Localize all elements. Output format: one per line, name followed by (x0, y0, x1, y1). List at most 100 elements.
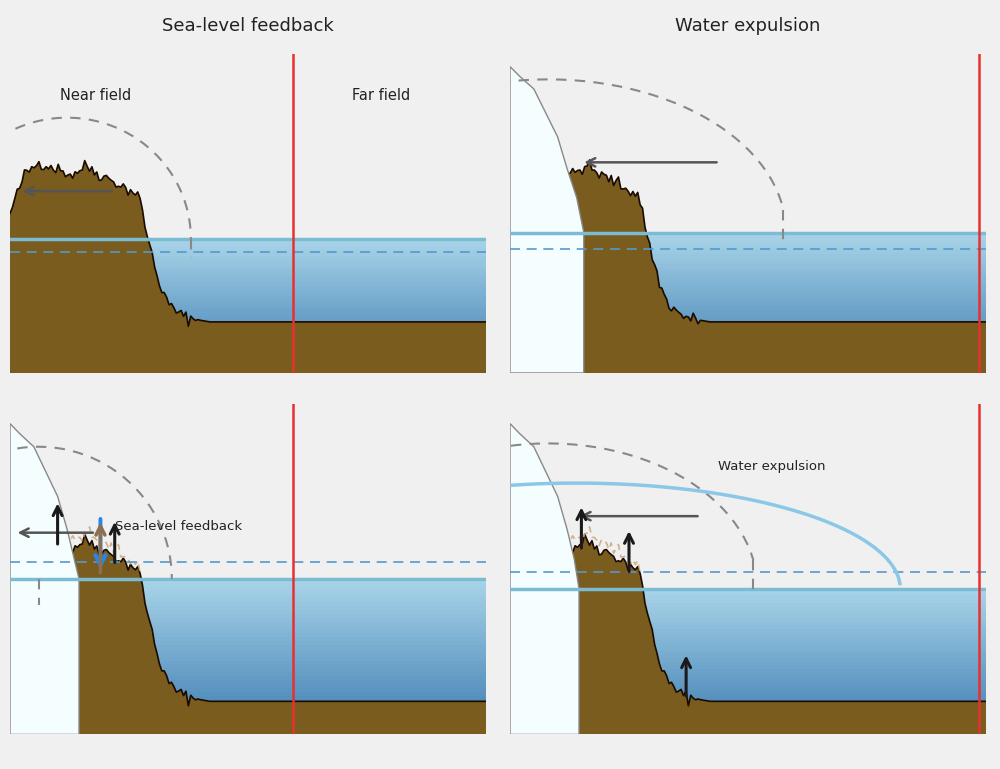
Polygon shape (510, 724, 986, 727)
Polygon shape (10, 630, 486, 634)
Polygon shape (10, 259, 486, 262)
Text: Near field: Near field (60, 88, 131, 103)
Polygon shape (10, 711, 486, 715)
Polygon shape (10, 356, 486, 360)
Polygon shape (10, 583, 486, 587)
Polygon shape (510, 240, 986, 243)
Polygon shape (10, 249, 486, 252)
Polygon shape (510, 661, 986, 665)
Polygon shape (10, 723, 486, 727)
Polygon shape (10, 691, 486, 695)
Polygon shape (510, 321, 986, 324)
Polygon shape (10, 296, 486, 299)
Polygon shape (510, 348, 986, 352)
Polygon shape (510, 647, 986, 651)
Polygon shape (10, 309, 486, 313)
Polygon shape (10, 618, 486, 621)
Polygon shape (510, 275, 986, 278)
Polygon shape (510, 713, 986, 716)
Polygon shape (10, 353, 486, 356)
Polygon shape (510, 629, 986, 633)
Polygon shape (510, 654, 986, 658)
Polygon shape (10, 534, 486, 734)
Polygon shape (10, 360, 486, 363)
Polygon shape (510, 705, 986, 709)
Polygon shape (510, 278, 986, 281)
Polygon shape (10, 262, 486, 266)
Polygon shape (510, 292, 986, 296)
Polygon shape (510, 341, 986, 345)
Polygon shape (10, 614, 486, 618)
Polygon shape (10, 579, 486, 583)
Polygon shape (10, 161, 486, 373)
Polygon shape (510, 687, 986, 691)
Polygon shape (10, 719, 486, 723)
Polygon shape (510, 669, 986, 673)
Polygon shape (10, 343, 486, 346)
Polygon shape (10, 610, 486, 614)
Polygon shape (510, 254, 986, 257)
Polygon shape (510, 335, 986, 338)
Polygon shape (10, 302, 486, 306)
Polygon shape (10, 707, 486, 711)
Polygon shape (510, 694, 986, 698)
Polygon shape (10, 336, 486, 339)
Polygon shape (10, 534, 486, 734)
Polygon shape (10, 286, 486, 289)
Polygon shape (10, 715, 486, 719)
Polygon shape (510, 625, 986, 629)
Polygon shape (10, 323, 486, 326)
Polygon shape (10, 333, 486, 336)
Polygon shape (10, 684, 486, 687)
Polygon shape (10, 299, 486, 302)
Polygon shape (10, 727, 486, 731)
Polygon shape (510, 285, 986, 288)
Polygon shape (10, 680, 486, 684)
Polygon shape (10, 424, 79, 734)
Polygon shape (510, 243, 986, 247)
Polygon shape (10, 676, 486, 680)
Polygon shape (510, 604, 986, 607)
Polygon shape (10, 695, 486, 700)
Polygon shape (510, 264, 986, 268)
Polygon shape (510, 636, 986, 640)
Text: Water expulsion: Water expulsion (718, 460, 826, 473)
Polygon shape (10, 664, 486, 668)
Polygon shape (10, 276, 486, 279)
Polygon shape (510, 310, 986, 313)
Polygon shape (510, 232, 986, 236)
Polygon shape (510, 352, 986, 355)
Polygon shape (510, 317, 986, 321)
Text: Far field: Far field (352, 88, 410, 103)
Polygon shape (510, 313, 986, 317)
Polygon shape (510, 247, 986, 250)
Polygon shape (510, 621, 986, 625)
Polygon shape (10, 242, 486, 245)
Polygon shape (510, 236, 986, 240)
Polygon shape (510, 288, 986, 292)
Polygon shape (510, 306, 986, 310)
Polygon shape (510, 618, 986, 621)
Polygon shape (510, 345, 986, 348)
Polygon shape (10, 161, 486, 373)
Polygon shape (10, 346, 486, 349)
Polygon shape (10, 282, 486, 286)
Polygon shape (10, 313, 486, 316)
Polygon shape (510, 362, 986, 366)
Polygon shape (510, 658, 986, 661)
Polygon shape (510, 281, 986, 285)
Polygon shape (510, 534, 986, 734)
Polygon shape (10, 349, 486, 353)
Polygon shape (10, 245, 486, 249)
Polygon shape (510, 709, 986, 713)
Polygon shape (510, 600, 986, 604)
Polygon shape (10, 634, 486, 638)
Polygon shape (10, 594, 486, 598)
Polygon shape (10, 239, 486, 242)
Polygon shape (510, 596, 986, 600)
Polygon shape (510, 328, 986, 331)
Polygon shape (10, 649, 486, 653)
Polygon shape (10, 641, 486, 645)
Polygon shape (10, 653, 486, 657)
Polygon shape (510, 691, 986, 694)
